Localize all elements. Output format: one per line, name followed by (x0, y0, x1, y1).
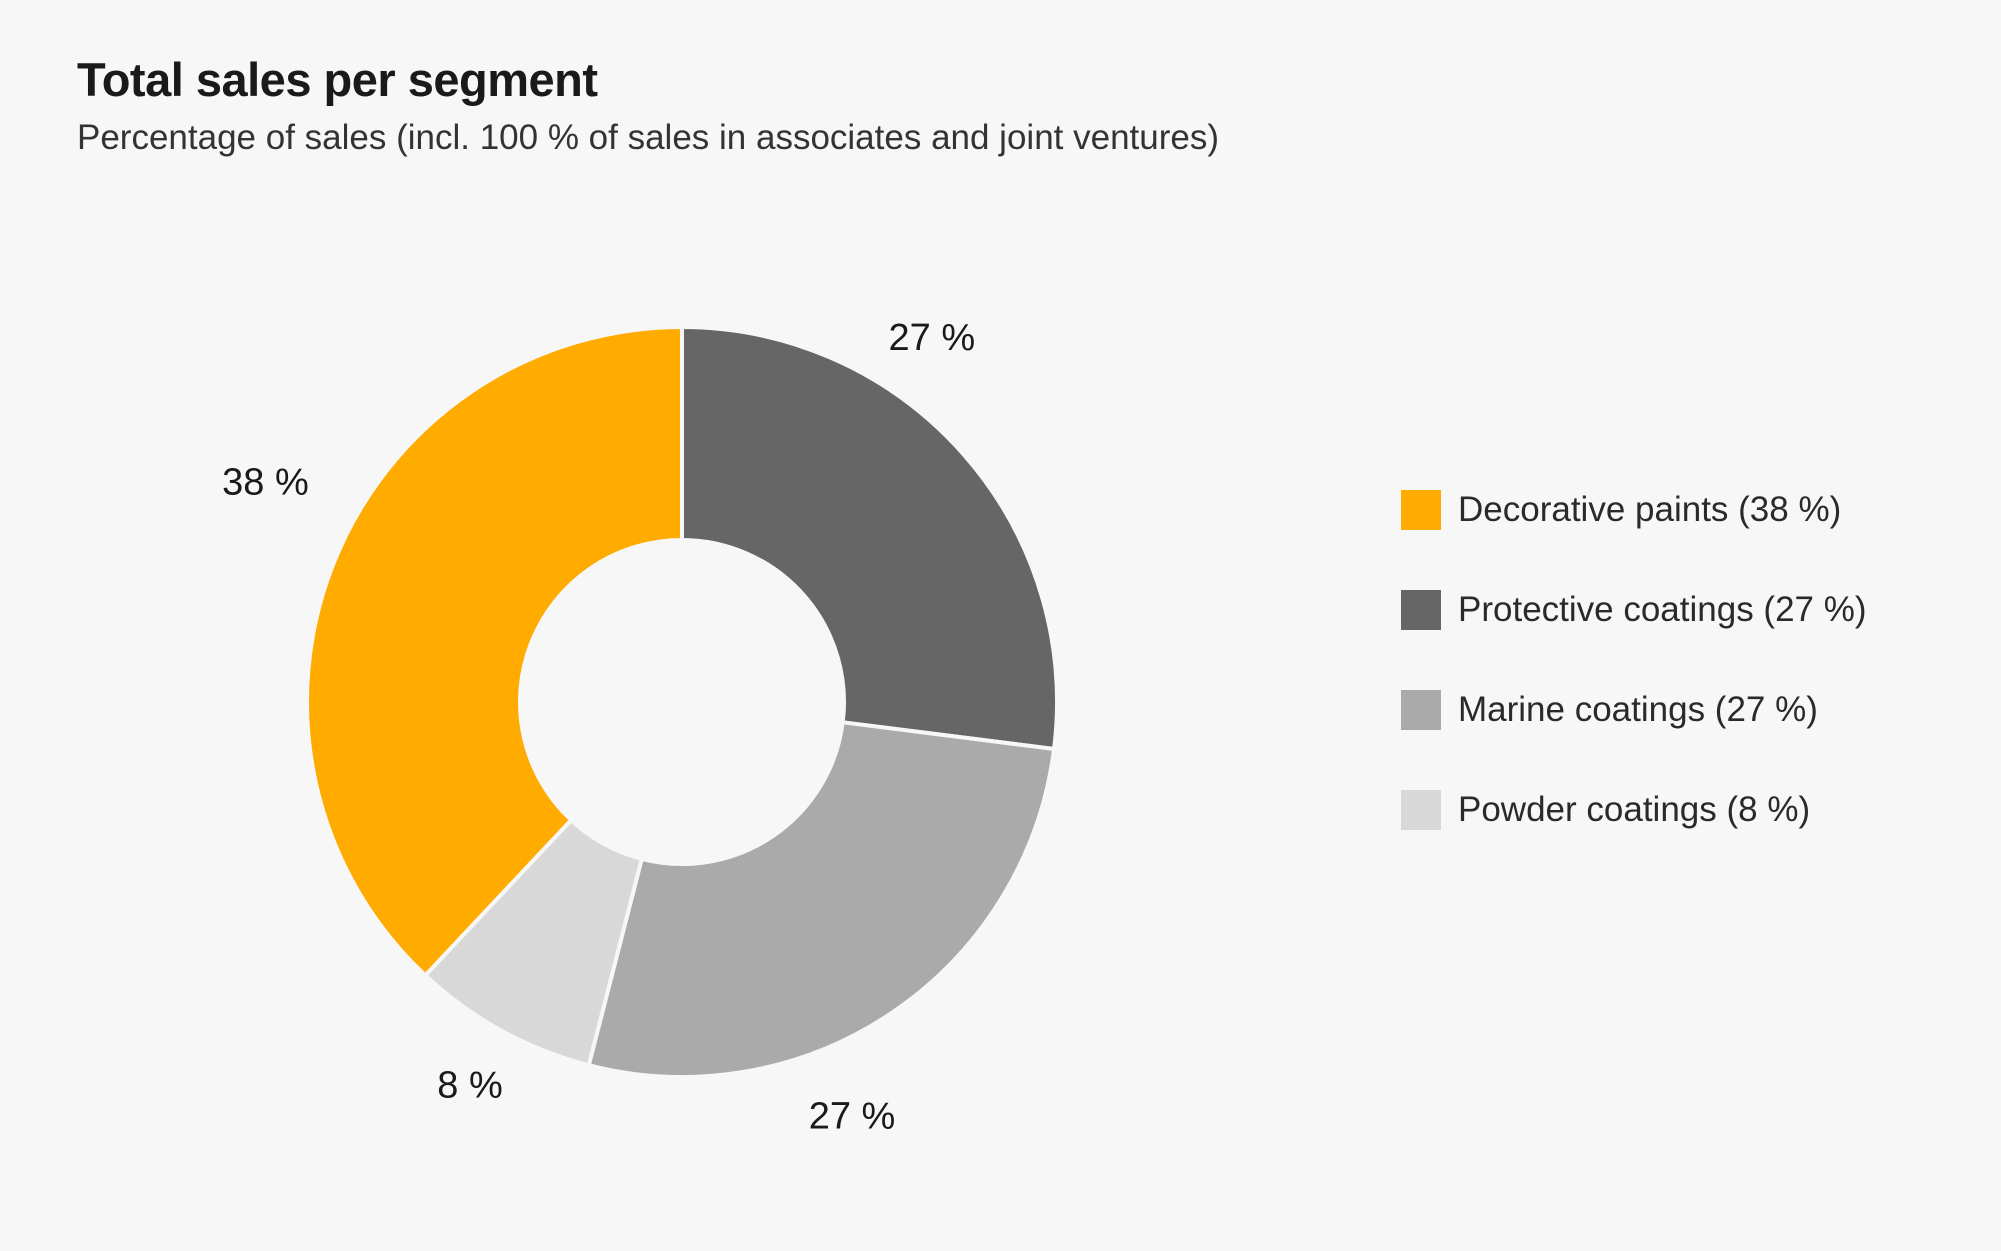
donut-slice-decorative-paints (305, 325, 684, 978)
legend-item-powder-coatings: Powder coatings (8 %) (1401, 790, 1867, 830)
legend-swatch-decorative-paints (1401, 490, 1441, 530)
chart-legend: Decorative paints (38 %) Protective coat… (1401, 490, 1867, 890)
donut-slice-marine-coatings (586, 720, 1057, 1079)
donut-slices (305, 325, 1059, 1079)
legend-label-powder-coatings: Powder coatings (8 %) (1458, 790, 1811, 829)
legend-item-protective-coatings: Protective coatings (27 %) (1401, 590, 1867, 630)
chart-subtitle: Percentage of sales (incl. 100 % of sale… (77, 118, 1220, 157)
legend-item-decorative-paints: Decorative paints (38 %) (1401, 490, 1867, 530)
legend-swatch-powder-coatings (1401, 790, 1441, 830)
chart-title: Total sales per segment (77, 53, 598, 106)
slice-label-decorative-paints: 38 % (222, 461, 309, 503)
legend-swatch-protective-coatings (1401, 590, 1441, 630)
legend-swatch-marine-coatings (1401, 690, 1441, 730)
donut-slice-protective-coatings (680, 325, 1059, 751)
slice-label-marine-coatings: 27 % (809, 1096, 896, 1138)
slice-label-powder-coatings: 8 % (437, 1065, 502, 1107)
legend-item-marine-coatings: Marine coatings (27 %) (1401, 690, 1867, 730)
donut-chart: 27 % 27 % 8 % 38 % (222, 317, 1059, 1138)
legend-label-decorative-paints: Decorative paints (38 %) (1458, 490, 1842, 529)
legend-label-marine-coatings: Marine coatings (27 %) (1458, 690, 1818, 729)
slice-label-protective-coatings: 27 % (889, 317, 976, 359)
donut-slice-labels: 27 % 27 % 8 % 38 % (222, 317, 975, 1138)
legend-label-protective-coatings: Protective coatings (27 %) (1458, 590, 1867, 629)
